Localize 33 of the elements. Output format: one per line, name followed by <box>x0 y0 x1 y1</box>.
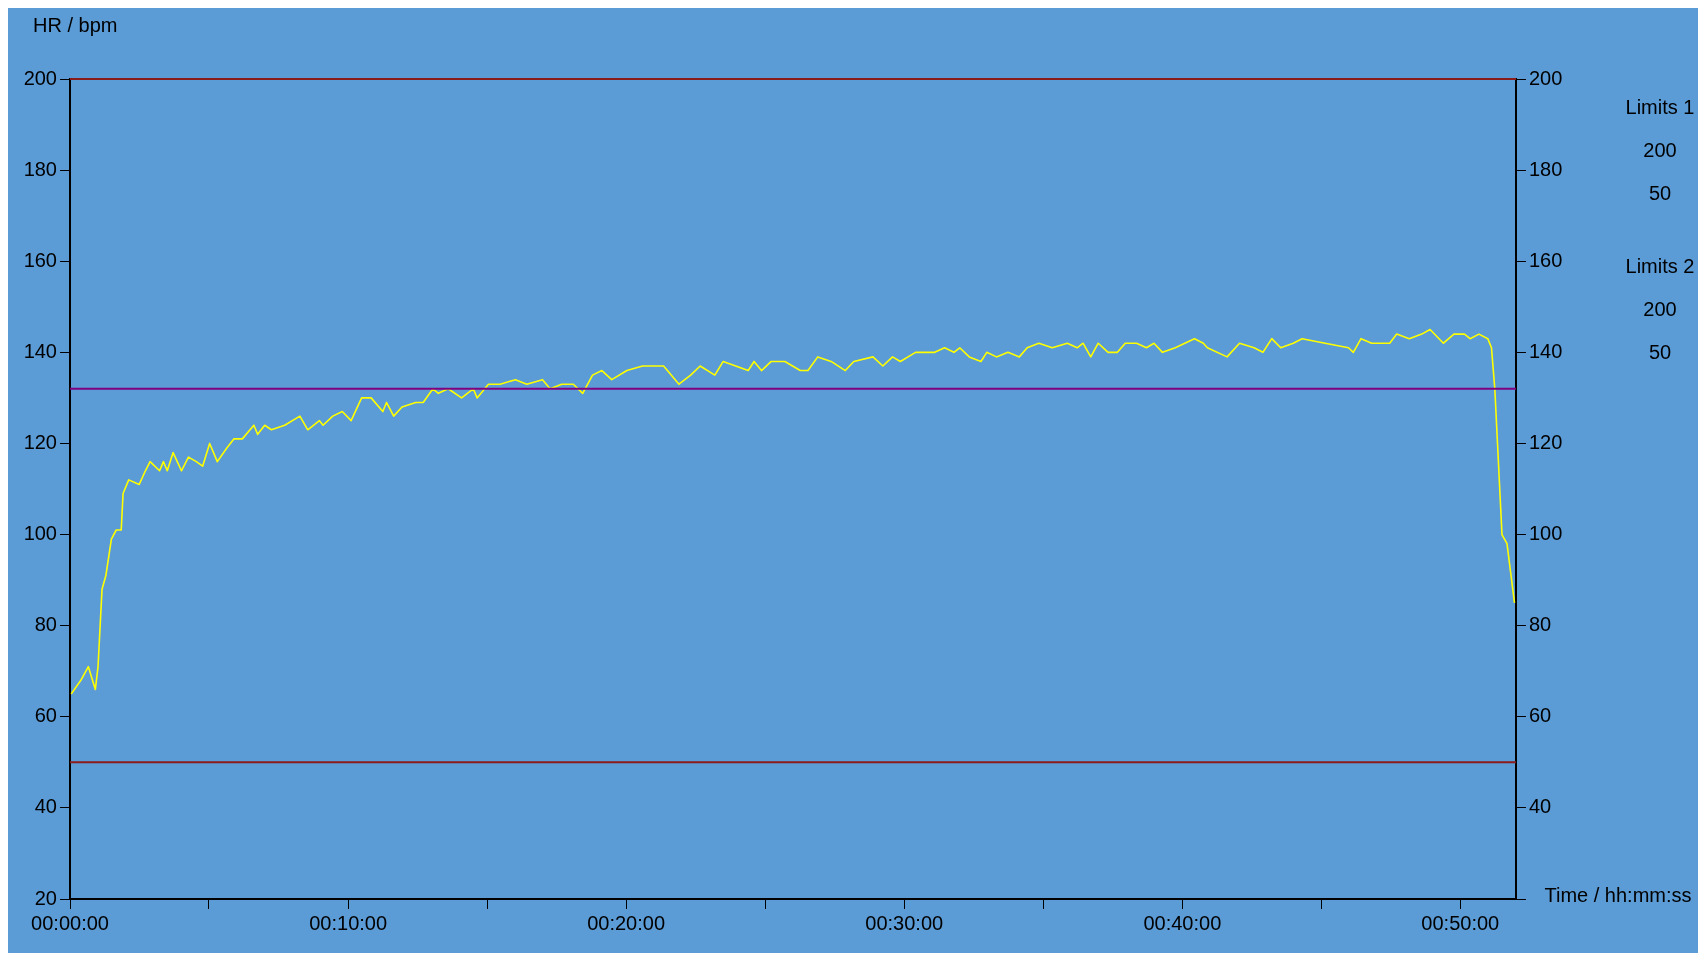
y-tick-label: 40 <box>34 795 57 818</box>
y2-tick-label: 180 <box>1529 157 1563 180</box>
y-tick-label: 120 <box>23 430 57 453</box>
y2-tick-label: 120 <box>1529 430 1563 453</box>
y-tick-label: 80 <box>34 613 57 636</box>
y-axis-title: HR / bpm <box>33 13 118 36</box>
y-tick-label: 200 <box>23 66 57 89</box>
y2-tick-label: 200 <box>1529 66 1563 89</box>
x-tick-label: 00:30:00 <box>865 911 944 934</box>
y2-tick-label: 60 <box>1529 704 1552 727</box>
y2-tick-label: 140 <box>1529 339 1563 362</box>
y2-tick-label: 80 <box>1529 613 1552 636</box>
text: Limits 1 <box>1625 95 1695 118</box>
text: 50 <box>1648 181 1672 204</box>
y-tick-label: 140 <box>23 339 57 362</box>
y-tick-label: 20 <box>34 886 57 909</box>
y-tick-label: 160 <box>23 248 57 271</box>
x-axis-title: Time / hh:mm:ss <box>1544 883 1692 906</box>
y-tick-label: 180 <box>23 157 57 180</box>
text: Limits 2 <box>1625 254 1695 277</box>
x-tick-label: 00:10:00 <box>309 911 388 934</box>
x-tick-label: 00:50:00 <box>1421 911 1500 934</box>
x-tick-label: 00:00:00 <box>31 911 109 934</box>
text: 200 <box>1643 297 1677 320</box>
y-tick-label: 60 <box>34 704 57 727</box>
text: 200 <box>1643 138 1677 161</box>
x-tick-label: 00:20:00 <box>587 911 666 934</box>
y2-tick-label: 40 <box>1529 795 1552 818</box>
y-tick-label: 100 <box>23 522 57 545</box>
y2-tick-label: 100 <box>1529 522 1563 545</box>
text: 50 <box>1648 340 1672 363</box>
x-tick-label: 00:40:00 <box>1143 911 1222 934</box>
y2-tick-label: 160 <box>1529 248 1563 271</box>
